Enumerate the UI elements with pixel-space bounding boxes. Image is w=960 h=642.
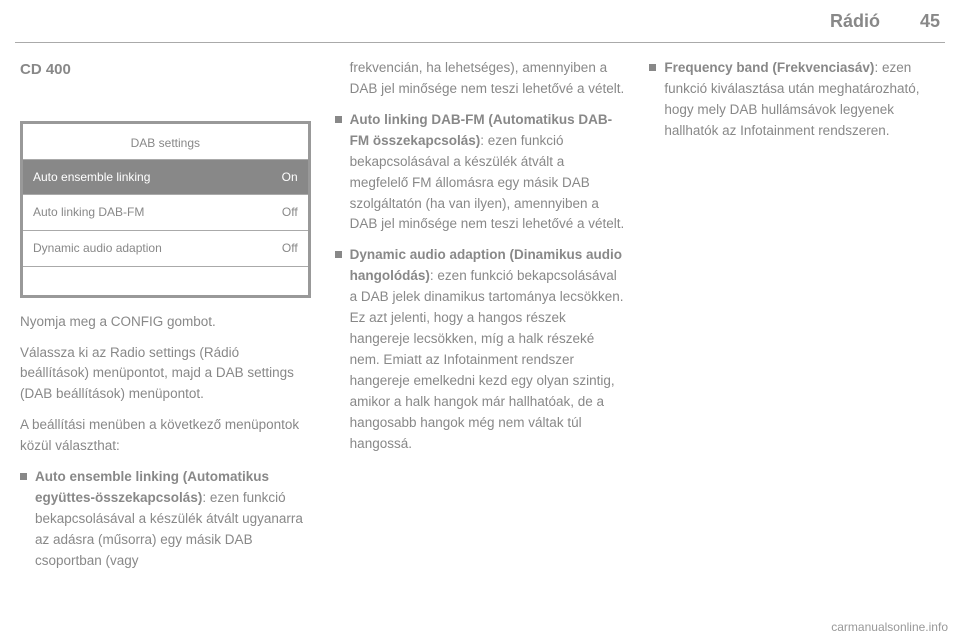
bullet-text: Frequency band (Frekvenciasáv): ezen fun…	[664, 58, 940, 142]
bullet-square-icon	[335, 251, 342, 258]
dab-row-label: Auto linking DAB-FM	[33, 203, 144, 222]
dab-settings-screenshot: DAB settings Auto ensemble linking On Au…	[20, 121, 311, 297]
header-page-number: 45	[920, 11, 940, 32]
page-header: Rádió 45	[0, 0, 960, 42]
dab-row-value: On	[282, 168, 298, 187]
dab-row-auto-ensemble: Auto ensemble linking On	[23, 159, 308, 195]
bullet-square-icon	[20, 473, 27, 480]
section-heading-cd400: CD 400	[20, 58, 311, 81]
dab-row-value: Off	[282, 239, 298, 258]
bullet-item: Auto linking DAB-FM (Automatikus DAB-FM …	[335, 110, 626, 236]
bullet-text: Dynamic audio adaption (Dinamikus audio …	[350, 245, 626, 454]
paragraph: Válassza ki az Radio settings (Rádió beá…	[20, 343, 311, 406]
bullet-item: Auto ensemble linking (Automatikus együt…	[20, 467, 311, 572]
column-1: CD 400 DAB settings Auto ensemble linkin…	[20, 58, 311, 602]
content-columns: CD 400 DAB settings Auto ensemble linkin…	[20, 58, 940, 602]
paragraph: A beállítási menüben a következő menüpon…	[20, 415, 311, 457]
watermark: carmanualsonline.info	[831, 620, 948, 634]
bullet-item: Dynamic audio adaption (Dinamikus audio …	[335, 245, 626, 454]
bullet-text: Auto ensemble linking (Automatikus együt…	[35, 467, 311, 572]
dab-row-dynamic-audio: Dynamic audio adaption Off	[23, 230, 308, 266]
dab-row-label: Dynamic audio adaption	[33, 239, 162, 258]
bullet-text: Auto linking DAB-FM (Automatikus DAB-FM …	[350, 110, 626, 236]
dab-empty-row	[23, 266, 308, 295]
dab-row-value: Off	[282, 203, 298, 222]
column-3: Frequency band (Frekvenciasáv): ezen fun…	[649, 58, 940, 602]
header-title: Rádió	[830, 11, 880, 32]
paragraph-continuation: frekvencián, ha lehetséges), amennyiben …	[335, 58, 626, 100]
column-2: frekvencián, ha lehetséges), amennyiben …	[335, 58, 626, 602]
paragraph: Nyomja meg a CONFIG gombot.	[20, 312, 311, 333]
dab-row-auto-linking: Auto linking DAB-FM Off	[23, 194, 308, 230]
header-rule	[15, 42, 945, 43]
dab-settings-title: DAB settings	[23, 130, 308, 159]
page: Rádió 45 CD 400 DAB settings Auto ensemb…	[0, 0, 960, 642]
dab-row-label: Auto ensemble linking	[33, 168, 150, 187]
bullet-rest: : ezen funkció bekapcsolásával a DAB jel…	[350, 268, 624, 450]
bullet-square-icon	[335, 116, 342, 123]
bullet-square-icon	[649, 64, 656, 71]
bullet-item: Frequency band (Frekvenciasáv): ezen fun…	[649, 58, 940, 142]
bullet-bold: Frequency band (Frekvenciasáv)	[664, 60, 874, 75]
